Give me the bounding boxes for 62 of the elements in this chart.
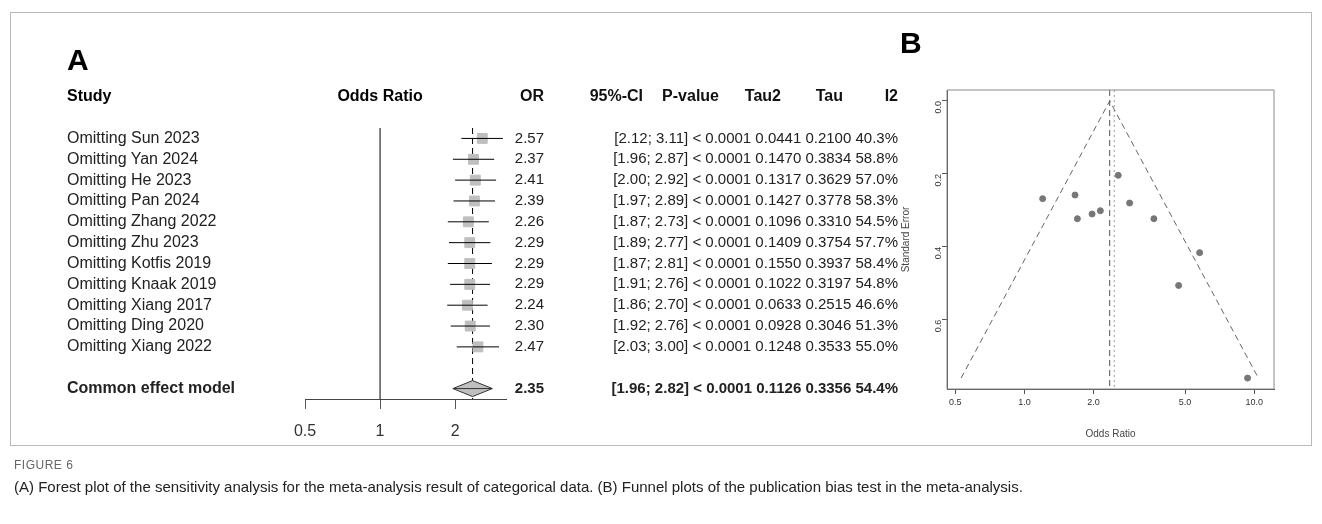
text: Tau (815, 87, 843, 105)
y-tick-label: 0.6 (933, 319, 944, 333)
data-label: 2.41 (514, 170, 544, 188)
text: I2 (884, 87, 899, 105)
text: [2.00; 2.92] < 0.0001 0.1317 0.3629 57.0% (613, 170, 898, 188)
y-tick-label: Omitting Ding 2020 (67, 316, 205, 334)
y-tick-label: Omitting Zhu 2023 (67, 233, 199, 251)
y-tick-label: Omitting Xiang 2017 (67, 295, 213, 313)
x-tick-label: 0.5 (293, 422, 317, 440)
x-tick-label: 2 (450, 422, 460, 440)
data-label: 2.29 (514, 232, 544, 250)
chart-title: A (67, 43, 89, 77)
data-label: 2.30 (514, 316, 544, 334)
x-axis-title: Odds Ratio (337, 87, 423, 105)
y-axis-title: Study (67, 87, 112, 105)
caption: FIGURE 6 (14, 458, 75, 472)
text: OR (520, 87, 545, 105)
y-tick-label: Omitting Sun 2023 (67, 128, 200, 146)
y-tick-label: Omitting Zhang 2022 (67, 212, 217, 230)
x-tick-label: 10.0 (1245, 396, 1263, 407)
text: [1.92; 2.76] < 0.0001 0.0928 0.3046 51.3% (613, 316, 898, 334)
text: Tau2 (744, 87, 782, 105)
data-label: 2.24 (514, 295, 544, 313)
x-tick-label: 2.0 (1087, 396, 1100, 407)
text: 95%-CI (589, 87, 643, 105)
y-tick-label: Omitting Xiang 2022 (67, 337, 213, 355)
data-label: 2.29 (514, 253, 544, 271)
y-tick-label: Omitting Knaak 2019 (67, 274, 217, 292)
text: [1.89; 2.77] < 0.0001 0.1409 0.3754 57.7% (613, 232, 898, 250)
x-tick-label: 0.5 (949, 396, 962, 407)
text: [1.87; 2.73] < 0.0001 0.1096 0.3310 54.5% (613, 211, 898, 229)
y-tick-label: Common effect model (67, 378, 236, 396)
text: (A) Forest plot of the sensitivity analysis for the meta-analysis result of categorical data. (B) Funnel plots of the publication bias test in the meta-analysis. (14, 478, 1024, 495)
y-axis-title: Standard Error (899, 206, 911, 273)
x-tick-label: 1.0 (1018, 396, 1031, 407)
x-axis-title: Odds Ratio (1085, 427, 1136, 439)
text: [2.12; 3.11] < 0.0001 0.0441 0.2100 40.3% (614, 128, 898, 146)
text: [1.91; 2.76] < 0.0001 0.1022 0.3197 54.8% (613, 274, 898, 292)
text: P-value (662, 87, 720, 105)
y-tick-label: 0.2 (933, 173, 944, 187)
y-tick-label: Omitting Kotfis 2019 (67, 253, 212, 271)
data-label: 2.29 (514, 274, 544, 292)
data-label: 2.35 (514, 378, 544, 396)
y-tick-label: Omitting Yan 2024 (67, 149, 199, 167)
text: [1.97; 2.89] < 0.0001 0.1427 0.3778 58.3% (613, 191, 898, 209)
text: [1.86; 2.70] < 0.0001 0.0633 0.2515 46.6% (613, 295, 898, 313)
x-tick-label: 5.0 (1178, 396, 1192, 407)
text: [1.96; 2.87] < 0.0001 0.1470 0.3834 58.8% (613, 149, 898, 167)
data-label: 2.26 (514, 211, 544, 229)
y-tick-label: Omitting He 2023 (67, 170, 192, 188)
y-tick-label: Omitting Pan 2024 (67, 191, 200, 209)
data-label: 2.39 (514, 191, 544, 209)
text: [1.96; 2.82] < 0.0001 0.1126 0.3356 54.4% (611, 378, 898, 396)
y-tick-label: 0.0 (933, 100, 944, 114)
y-tick-label: 0.4 (933, 246, 944, 260)
text: [1.87; 2.81] < 0.0001 0.1550 0.3937 58.4% (613, 253, 898, 271)
data-label: 2.57 (514, 128, 544, 146)
data-label: 2.37 (514, 149, 544, 167)
chart-title: B (900, 26, 922, 60)
data-label: 2.47 (514, 337, 544, 355)
x-tick-label: 1 (375, 422, 385, 440)
text: [2.03; 3.00] < 0.0001 0.1248 0.3533 55.0% (613, 337, 898, 355)
